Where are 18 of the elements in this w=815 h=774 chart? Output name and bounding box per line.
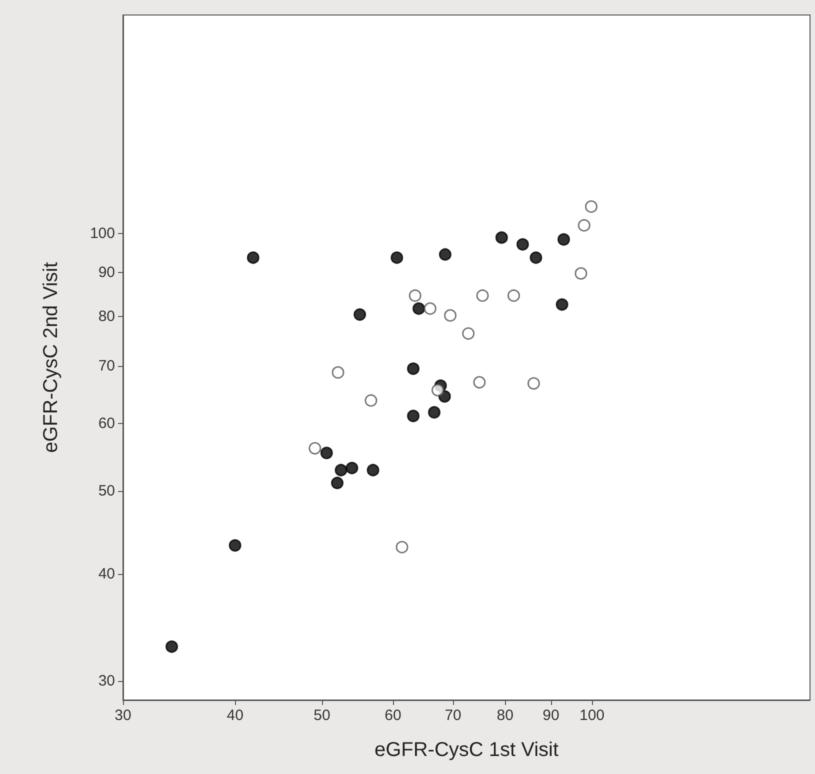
y-tick-label: 30 xyxy=(98,672,115,690)
x-axis-title: eGFR-CysC 1st Visit xyxy=(374,739,559,761)
x-tick-label: 50 xyxy=(314,707,330,724)
x-tick-label: 30 xyxy=(114,707,132,724)
x-tick-label: 100 xyxy=(579,707,605,724)
y-tick-label: 80 xyxy=(98,308,115,325)
y-tick-label: 60 xyxy=(98,414,115,432)
x-tick-label: 70 xyxy=(444,707,462,724)
x-tick-label: 40 xyxy=(226,707,244,724)
x-tick-label: 90 xyxy=(542,707,560,724)
x-tick-label: 60 xyxy=(384,707,402,724)
y-axis-title: eGFR-CysC 2nd Visit xyxy=(40,262,62,453)
y-tick-label: 50 xyxy=(98,482,115,500)
x-tick-label: 80 xyxy=(496,707,514,724)
y-tick-label: 90 xyxy=(98,264,115,282)
y-tick-label: 100 xyxy=(90,224,115,242)
y-tick-label: 40 xyxy=(98,566,115,583)
y-tick-label: 70 xyxy=(98,358,115,375)
